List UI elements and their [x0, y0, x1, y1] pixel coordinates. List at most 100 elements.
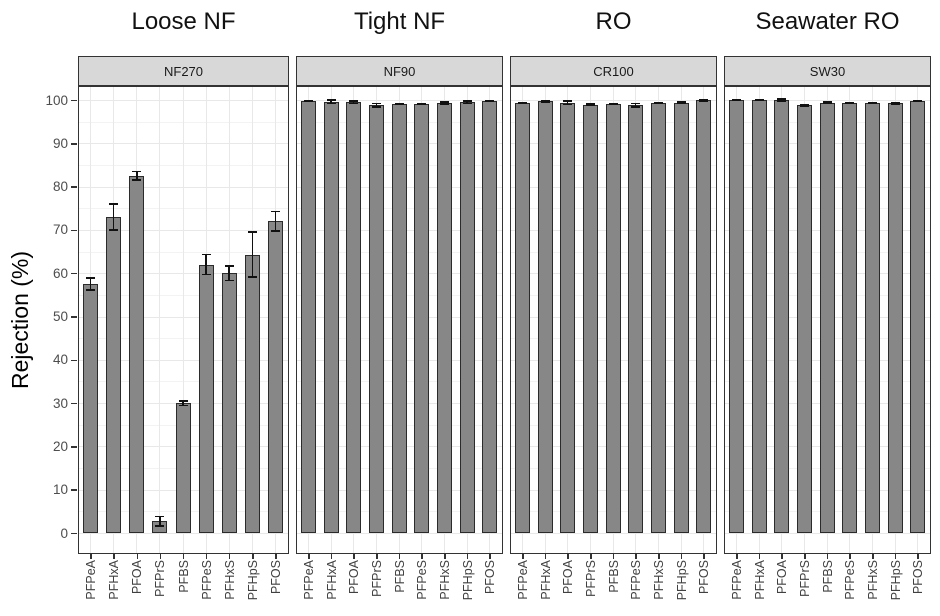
error-bar-line [566, 100, 569, 105]
error-bar-cap-top [799, 103, 809, 106]
error-bar-line [544, 100, 546, 103]
error-bar-line [330, 100, 332, 104]
error-bar-cap-bottom [699, 100, 709, 102]
y-tick-mark [71, 316, 77, 318]
error-bar-cap-top [417, 102, 427, 105]
x-tick-mark [421, 554, 423, 559]
facet-ro: RO CR100 PFPeA PFHxA PFOA PFPrS PFBS PFPeS PFH… [510, 0, 717, 616]
facet-loose-nf: Loose NF NF270 PFPeA PFHxA PFOA PFPrS PFBS PF… [78, 0, 289, 616]
error-bar-cap-top [845, 101, 855, 104]
error-bar-line [352, 100, 355, 104]
error-bar-cap-top [201, 253, 211, 256]
x-tick-mark [159, 554, 162, 559]
error-bar-cap-bottom [86, 289, 96, 291]
x-tick-label: PFHpS [460, 560, 475, 601]
error-bar-cap-top [178, 400, 188, 402]
y-tick-label: 50 [52, 309, 68, 324]
bar-PFHxA [106, 216, 122, 533]
error-bar-cap-bottom [822, 102, 832, 104]
x-tick-label: PFOA [130, 560, 145, 595]
x-tick-label: PFHpS [245, 560, 260, 601]
plot-area [296, 86, 503, 554]
error-bar-line [803, 104, 806, 107]
x-tick-mark [308, 554, 310, 559]
x-tick-label: PFBS [392, 560, 407, 593]
x-tick-mark [353, 554, 355, 559]
error-bar-cap-bottom [517, 102, 527, 105]
x-tick-label: PFBS [606, 560, 621, 593]
x-tick-label: PFHxS [222, 560, 237, 600]
x-tick-label: PFHpS [674, 560, 689, 601]
x-tick-mark [703, 554, 705, 559]
y-tick-label: 30 [52, 395, 68, 411]
error-bar-cap-top [754, 98, 764, 101]
error-bar-line [443, 102, 446, 104]
vertical-gridline [182, 87, 184, 553]
error-bar-cap-bottom [845, 102, 855, 105]
bar-PFBS [819, 102, 835, 533]
x-tick-label: PFHxA [538, 560, 553, 600]
error-bar-cap-top [132, 170, 142, 173]
bar-PFPeS [414, 103, 430, 533]
x-tick-label: PFOA [775, 560, 790, 595]
x-tick-label: PFPrS [153, 560, 168, 597]
error-bar-cap-top [86, 277, 96, 279]
x-tick-mark [489, 554, 491, 559]
bar-PFPeS [628, 105, 644, 533]
error-bar-line [89, 277, 92, 291]
error-bar-line [136, 171, 138, 181]
strip-label: NF270 [78, 56, 289, 86]
minor-gridline [79, 164, 288, 166]
x-tick-mark [804, 554, 806, 559]
facet-title: Tight NF [353, 8, 446, 35]
error-bar-cap-top [462, 100, 472, 102]
x-tick-mark [612, 554, 615, 559]
x-tick-mark [590, 554, 592, 559]
bar-PFOS [482, 100, 498, 533]
bar-PFHpS [673, 102, 689, 533]
error-bar-line [182, 400, 184, 406]
error-bar-cap-bottom [439, 103, 449, 105]
error-bar-cap-bottom [631, 106, 641, 108]
x-tick-label: PFPeA [301, 560, 316, 600]
y-tick-label: 0 [60, 525, 68, 541]
x-tick-label: PFPeS [843, 560, 858, 600]
error-bar-cap-bottom [247, 276, 257, 278]
error-bar-cap-top [326, 99, 336, 101]
x-tick-label: PFOA [561, 560, 576, 595]
major-gridline [511, 100, 716, 101]
minor-gridline [79, 208, 288, 210]
strip-label: CR100 [510, 56, 717, 86]
error-bar-cap-bottom [540, 101, 550, 103]
x-tick-label: PFPeS [199, 560, 214, 600]
error-bar-cap-bottom [201, 273, 211, 276]
x-tick-label: PFHxS [651, 560, 666, 600]
x-tick-label: PFHxA [324, 560, 339, 600]
major-gridline [79, 229, 288, 231]
x-tick-mark [205, 554, 208, 559]
error-bar-cap-top [585, 103, 595, 105]
x-tick-mark [894, 554, 897, 559]
x-tick-mark [680, 554, 683, 559]
error-bar-line [159, 516, 161, 527]
error-bar-line [228, 265, 230, 281]
error-bar-cap-bottom [326, 102, 336, 105]
x-tick-mark [849, 554, 851, 559]
x-tick-mark [90, 554, 92, 559]
bar-PFPeS [198, 264, 214, 533]
y-tick-label: 100 [45, 92, 68, 108]
error-bar-line [274, 211, 277, 231]
error-bar-cap-bottom [155, 525, 165, 527]
x-tick-mark [736, 554, 738, 559]
x-tick-mark [466, 554, 469, 559]
y-tick-label: 10 [52, 482, 68, 498]
x-tick-label: PFPeA [729, 560, 744, 600]
bar-PFHpS [459, 102, 475, 533]
error-bar-cap-bottom [799, 105, 809, 107]
error-bar-cap-top [822, 101, 832, 103]
x-tick-mark [398, 554, 401, 559]
y-tick-mark [71, 272, 77, 275]
major-gridline [79, 316, 288, 318]
x-tick-label: PFBS [176, 560, 191, 593]
minor-gridline [79, 381, 288, 383]
